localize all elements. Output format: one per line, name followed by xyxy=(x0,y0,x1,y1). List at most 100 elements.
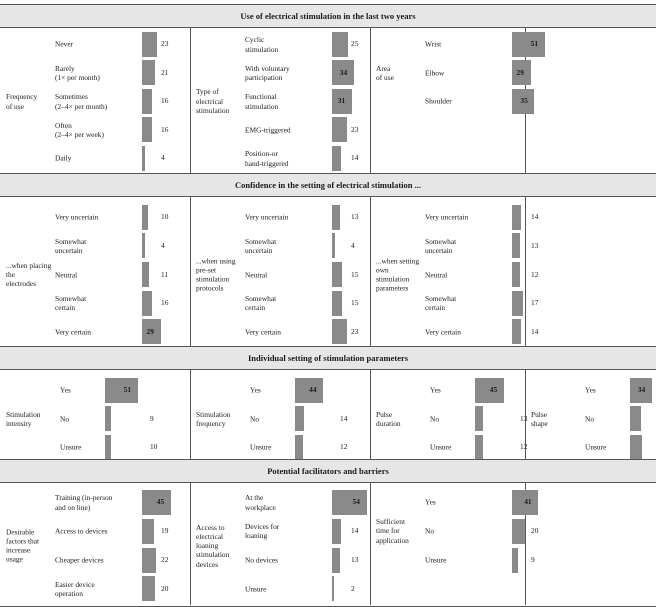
value-bar xyxy=(332,518,341,544)
item-label: Somewhat certain xyxy=(55,293,87,313)
item-label: Unsure xyxy=(245,584,267,594)
group-label: Frequency of use xyxy=(6,92,38,111)
value-label: 13 xyxy=(351,555,359,564)
value-bar xyxy=(512,489,539,515)
section-title: Use of electrical stimulation in the las… xyxy=(240,11,416,21)
value-bar xyxy=(512,547,518,573)
group-label: Pulse duration xyxy=(376,409,401,428)
value-label: 23 xyxy=(351,326,359,336)
value-label: 29 xyxy=(146,326,154,336)
value-bar xyxy=(142,489,171,515)
item-label: Unsure xyxy=(425,555,447,565)
group-label: ...when using pre-set stimulation protoc… xyxy=(196,256,236,293)
value-label: 15 xyxy=(351,269,359,279)
value-label: 12 xyxy=(531,269,539,279)
section-title: Individual setting of stimulation parame… xyxy=(247,353,409,363)
value-bar xyxy=(512,262,520,287)
group-label: Sufficient time for application xyxy=(376,517,409,545)
item-label: Training (in-person and on line) xyxy=(55,493,113,512)
item-label: Neutral xyxy=(55,269,78,279)
value-bar xyxy=(332,233,335,259)
item-label: Very certain xyxy=(245,327,281,337)
value-bar xyxy=(332,319,347,345)
value-label: 21 xyxy=(161,67,169,77)
item-label: Neutral xyxy=(425,269,448,279)
value-bar xyxy=(332,262,342,287)
item-label: No xyxy=(430,414,440,424)
value-bar xyxy=(630,377,652,403)
value-bar xyxy=(142,576,155,602)
value-label: 4 xyxy=(351,240,355,250)
value-bar xyxy=(142,117,153,143)
item-label: Position-or hand-triggered xyxy=(245,149,289,168)
group-label: Desirable factors that increase usage xyxy=(6,527,40,564)
value-bar xyxy=(295,434,303,460)
value-label: 45 xyxy=(156,497,165,507)
value-bar xyxy=(142,88,153,114)
item-label: Very uncertain xyxy=(245,212,289,222)
value-label: 10 xyxy=(161,212,169,222)
value-bar xyxy=(295,406,304,432)
value-bar xyxy=(332,145,341,171)
value-bar xyxy=(332,290,342,316)
value-label: 35 xyxy=(520,96,528,106)
group-label: Access to electrical loaning stimulation… xyxy=(196,522,230,569)
value-bar xyxy=(142,31,157,57)
value-bar xyxy=(512,290,523,316)
value-bar xyxy=(142,204,149,230)
item-label: Shoulder xyxy=(425,96,452,106)
value-label: 25 xyxy=(351,39,359,49)
column-divider xyxy=(525,197,526,348)
item-label: No xyxy=(60,414,70,424)
value-bar xyxy=(332,88,352,114)
value-label: 14 xyxy=(351,526,359,536)
group-label: Pulse shape xyxy=(531,409,548,428)
value-label: 16 xyxy=(161,96,169,106)
value-bar xyxy=(332,547,341,573)
value-bar xyxy=(475,434,483,460)
column-divider xyxy=(190,197,191,348)
value-bar xyxy=(142,518,155,544)
value-label: 17 xyxy=(531,298,539,308)
item-label: Cyclic stimulation xyxy=(245,35,279,54)
item-label: Functional stimulation xyxy=(245,92,279,111)
value-bar xyxy=(105,377,138,403)
group-label: Stimulation frequency xyxy=(196,409,231,428)
item-label: Somewhat certain xyxy=(425,293,457,313)
value-label: 16 xyxy=(161,298,169,308)
value-bar xyxy=(142,290,153,316)
value-label: 12 xyxy=(520,442,528,452)
item-label: Very uncertain xyxy=(55,212,99,222)
value-bar xyxy=(512,319,521,345)
value-label: 14 xyxy=(351,153,359,163)
group-label: Type of electrical stimulation xyxy=(196,87,230,115)
item-label: Somewhat certain xyxy=(245,293,277,313)
column-divider xyxy=(525,370,526,464)
value-bar xyxy=(630,434,642,460)
value-bar xyxy=(512,518,525,544)
value-bar xyxy=(332,31,348,57)
item-label: Sometimes (2–4× per month) xyxy=(55,92,108,111)
value-label: 9 xyxy=(150,413,154,423)
item-label: Unsure xyxy=(585,442,607,452)
group-label: ...when placing the electrodes xyxy=(6,260,52,289)
value-label: 19 xyxy=(161,526,169,536)
item-label: Very certain xyxy=(55,327,91,337)
value-bar xyxy=(295,377,324,403)
item-label: With voluntary participation xyxy=(245,63,290,82)
value-label: 51 xyxy=(530,39,539,49)
value-label: 14 xyxy=(531,326,539,336)
group-label: Area of use xyxy=(376,63,394,82)
item-label: Access to devices xyxy=(55,526,108,536)
column-divider xyxy=(525,483,526,606)
item-label: Never xyxy=(55,39,74,49)
value-label: 20 xyxy=(531,526,539,536)
value-bar xyxy=(332,60,354,86)
value-label: 41 xyxy=(524,497,532,507)
item-label: No devices xyxy=(245,555,279,565)
value-label: 44 xyxy=(309,385,317,395)
value-label: 31 xyxy=(337,96,346,106)
value-bar xyxy=(475,377,504,403)
column-divider xyxy=(370,370,371,464)
